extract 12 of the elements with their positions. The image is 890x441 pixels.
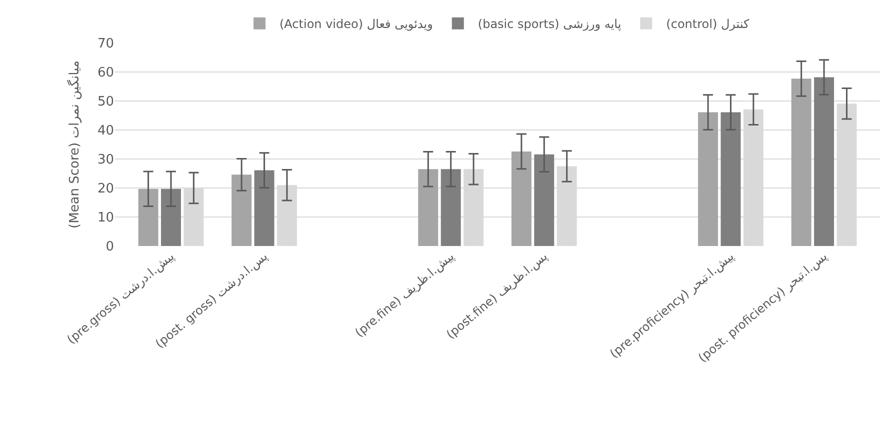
y-tick-label: 70 [97, 36, 114, 52]
y-tick-label: 30 [97, 152, 114, 168]
legend-label: (Action video) ویدئویی فعال [280, 17, 433, 32]
y-tick-label: 40 [97, 124, 114, 139]
legend-label: (control) کنترل [666, 17, 750, 32]
y-tick-label: 10 [97, 210, 114, 226]
legend-label: (basic sports) پایه ورزشی [478, 17, 622, 32]
y-tick-label: 20 [97, 182, 114, 197]
y-tick-label: 60 [97, 66, 114, 81]
y-tick-label: 0 [106, 240, 114, 255]
y-axis-title: (Mean Score) میانگین نمرات [66, 60, 82, 229]
y-tick-label: 50 [97, 94, 114, 110]
